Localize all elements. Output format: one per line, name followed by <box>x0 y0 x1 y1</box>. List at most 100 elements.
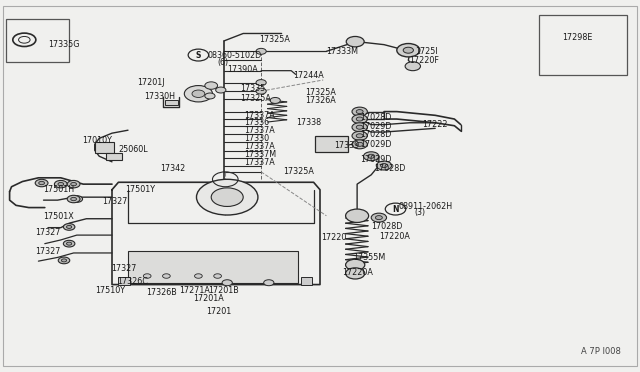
Circle shape <box>195 274 202 278</box>
Text: 17028D: 17028D <box>374 164 406 173</box>
Text: A 7P I008: A 7P I008 <box>581 347 621 356</box>
Text: 17271A: 17271A <box>179 286 210 295</box>
Text: 17201: 17201 <box>206 307 231 316</box>
Circle shape <box>346 36 364 47</box>
Text: 17029D: 17029D <box>360 155 391 164</box>
Circle shape <box>71 196 83 202</box>
Circle shape <box>352 140 367 149</box>
Text: 17029D: 17029D <box>360 122 391 131</box>
Text: N: N <box>392 205 399 214</box>
Text: 17029D: 17029D <box>360 140 391 149</box>
Text: 17327: 17327 <box>35 228 61 237</box>
Text: 17028D: 17028D <box>360 130 391 139</box>
Circle shape <box>54 180 67 188</box>
Bar <box>106 153 122 160</box>
Circle shape <box>264 280 274 286</box>
Text: 17326B: 17326B <box>146 288 177 296</box>
Text: 17337A: 17337A <box>244 158 275 167</box>
Text: 17201J: 17201J <box>138 78 165 87</box>
Text: 17339: 17339 <box>334 141 359 150</box>
Circle shape <box>381 164 387 167</box>
Text: 17330: 17330 <box>244 134 269 143</box>
Text: (6): (6) <box>218 58 228 67</box>
Text: 17220A: 17220A <box>379 232 410 241</box>
Circle shape <box>356 134 363 138</box>
Circle shape <box>270 97 280 103</box>
Text: 17327: 17327 <box>111 264 136 273</box>
Text: 17298E: 17298E <box>562 33 592 42</box>
Text: 17342: 17342 <box>160 164 185 173</box>
Circle shape <box>163 274 170 278</box>
Text: 17336: 17336 <box>244 118 269 127</box>
Text: 17201B: 17201B <box>208 286 239 295</box>
Text: 08360-5102D: 08360-5102D <box>208 51 262 60</box>
Circle shape <box>67 180 80 188</box>
Circle shape <box>188 49 209 61</box>
Circle shape <box>205 93 215 99</box>
Text: 17333M: 17333M <box>326 47 358 56</box>
Text: 08911-2062H: 08911-2062H <box>398 202 452 211</box>
Circle shape <box>67 225 72 228</box>
Circle shape <box>205 82 218 89</box>
Text: 17335G: 17335G <box>48 40 79 49</box>
Text: 17337A: 17337A <box>244 111 275 120</box>
Circle shape <box>346 259 365 270</box>
Text: 17355M: 17355M <box>353 253 385 262</box>
Circle shape <box>222 280 232 286</box>
Text: 17028D: 17028D <box>371 222 403 231</box>
Circle shape <box>352 131 367 140</box>
Text: 17337A: 17337A <box>244 142 275 151</box>
Text: 17390A: 17390A <box>227 65 258 74</box>
Circle shape <box>352 107 367 116</box>
Circle shape <box>352 123 367 132</box>
Circle shape <box>143 274 151 278</box>
Circle shape <box>63 240 75 247</box>
Circle shape <box>376 216 382 219</box>
Circle shape <box>376 161 392 170</box>
Bar <box>539 15 627 75</box>
Bar <box>165 100 178 105</box>
Bar <box>128 251 298 283</box>
Text: 17501X: 17501X <box>44 212 74 221</box>
Circle shape <box>214 274 221 278</box>
Circle shape <box>368 154 374 158</box>
Circle shape <box>356 142 363 146</box>
Bar <box>315 136 348 152</box>
Bar <box>118 277 130 285</box>
Circle shape <box>346 268 365 279</box>
Circle shape <box>58 257 70 264</box>
Text: 17326C: 17326C <box>117 277 148 286</box>
Circle shape <box>211 188 243 206</box>
Circle shape <box>405 62 420 71</box>
Text: 17326A: 17326A <box>305 96 336 105</box>
Text: 17325A: 17325A <box>240 94 271 103</box>
Circle shape <box>216 87 226 93</box>
Circle shape <box>61 259 67 262</box>
Text: 17327: 17327 <box>102 197 128 206</box>
Circle shape <box>74 198 79 201</box>
Bar <box>95 142 114 153</box>
Circle shape <box>371 213 387 222</box>
Circle shape <box>192 90 205 97</box>
Circle shape <box>71 182 77 186</box>
Circle shape <box>403 47 413 53</box>
Text: 17244A: 17244A <box>293 71 324 80</box>
Text: 17220A: 17220A <box>342 268 373 277</box>
Circle shape <box>256 48 266 54</box>
Text: 17028D: 17028D <box>360 113 391 122</box>
Text: 17325A: 17325A <box>259 35 290 44</box>
Circle shape <box>256 80 266 86</box>
Circle shape <box>256 88 266 94</box>
Circle shape <box>38 182 45 185</box>
Text: 17338: 17338 <box>296 118 321 126</box>
Circle shape <box>352 115 367 124</box>
Bar <box>301 277 312 285</box>
Text: 17501H: 17501H <box>44 185 75 194</box>
Circle shape <box>356 110 363 113</box>
Circle shape <box>67 195 80 203</box>
Text: 1725I: 1725I <box>415 47 437 56</box>
Text: 17010Y: 17010Y <box>82 136 112 145</box>
Text: 17501Y: 17501Y <box>125 185 155 194</box>
Circle shape <box>35 179 48 187</box>
Text: 17327: 17327 <box>35 247 61 256</box>
